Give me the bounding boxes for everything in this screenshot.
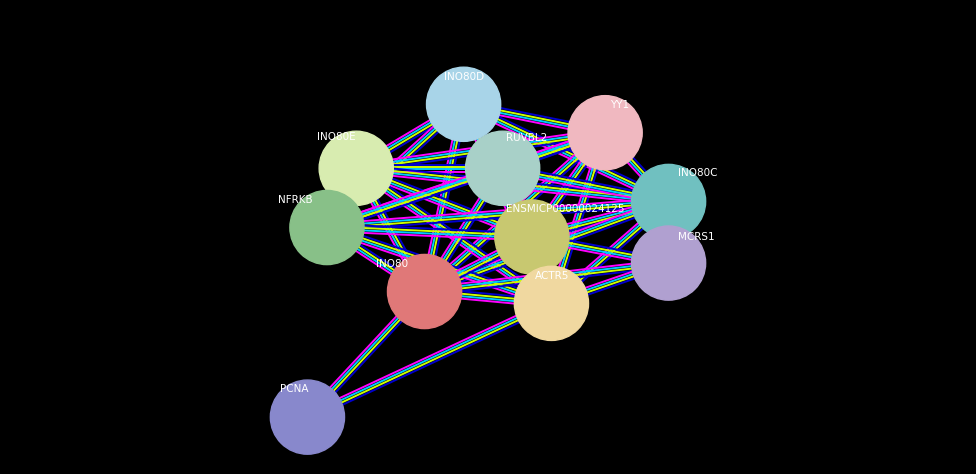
Ellipse shape xyxy=(270,380,345,454)
Ellipse shape xyxy=(306,207,347,248)
Ellipse shape xyxy=(427,67,501,141)
Text: ACTR5: ACTR5 xyxy=(535,271,569,281)
Ellipse shape xyxy=(585,112,626,153)
Ellipse shape xyxy=(287,397,328,438)
Ellipse shape xyxy=(387,255,462,328)
Ellipse shape xyxy=(336,148,377,189)
Ellipse shape xyxy=(495,200,569,274)
Ellipse shape xyxy=(511,217,552,257)
Ellipse shape xyxy=(631,226,706,300)
Text: INO80: INO80 xyxy=(376,259,408,269)
Ellipse shape xyxy=(466,131,540,205)
Ellipse shape xyxy=(319,131,393,205)
Ellipse shape xyxy=(568,96,642,170)
Ellipse shape xyxy=(648,181,689,222)
Ellipse shape xyxy=(514,266,589,340)
Ellipse shape xyxy=(648,243,689,283)
Ellipse shape xyxy=(482,148,523,189)
Ellipse shape xyxy=(531,283,572,324)
Text: NFRKB: NFRKB xyxy=(278,195,312,205)
Text: RUVBL2: RUVBL2 xyxy=(506,133,547,143)
Text: PCNA: PCNA xyxy=(280,384,308,394)
Text: ENSMICP00000024125: ENSMICP00000024125 xyxy=(506,204,624,214)
Text: INO80D: INO80D xyxy=(444,72,484,82)
Ellipse shape xyxy=(290,191,364,264)
Ellipse shape xyxy=(443,84,484,125)
Text: MCRS1: MCRS1 xyxy=(678,232,715,242)
Ellipse shape xyxy=(631,164,706,238)
Text: INO80E: INO80E xyxy=(317,132,356,142)
Text: INO80C: INO80C xyxy=(678,168,717,178)
Ellipse shape xyxy=(404,271,445,312)
Text: YY1: YY1 xyxy=(610,100,630,110)
